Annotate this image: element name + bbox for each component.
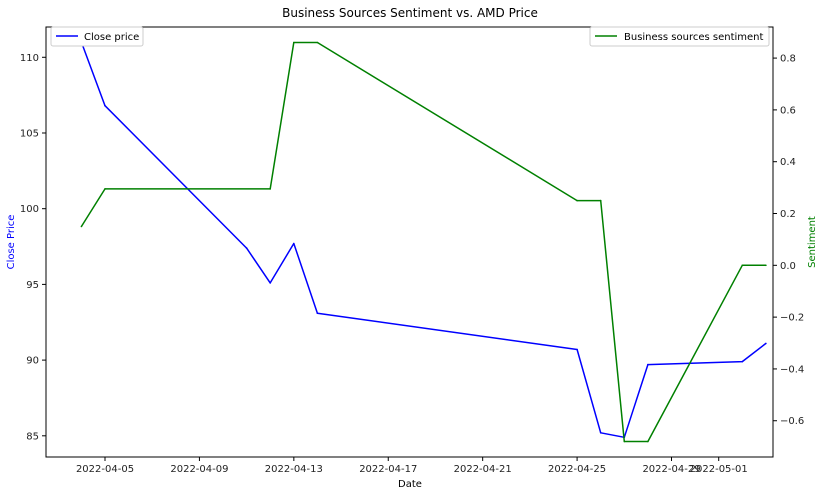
close-price-point — [245, 247, 248, 249]
sentiment-point — [765, 264, 767, 267]
x-tick-label: 2022-04-25 — [548, 464, 606, 475]
sentiment-point — [316, 41, 319, 44]
y-axis-right: −0.6 −0.4 −0.2 0.0 0.2 0.4 0.6 0.8 — [773, 54, 804, 427]
y-axis-right-title: Sentiment — [807, 216, 818, 268]
y-left-tick-label: 105 — [20, 128, 39, 139]
y-right-tick-label: 0.8 — [780, 54, 796, 65]
y-right-tick-label: −0.2 — [780, 313, 804, 324]
sentiment-point — [104, 188, 106, 190]
legend-box — [50, 26, 144, 47]
sentiment-point — [576, 199, 578, 202]
y-right-tick-label: −0.6 — [780, 416, 804, 427]
legend-box — [589, 26, 770, 47]
close-price-point — [104, 104, 106, 107]
plot-area-frame — [45, 26, 774, 458]
y-left-tick-label: 100 — [20, 204, 39, 215]
y-right-tick-label: 0.0 — [780, 261, 796, 272]
x-tick-label: 2022-04-29 — [642, 464, 700, 475]
x-axis: 2022-04-05 2022-04-09 2022-04-13 2022-04-17… — [76, 457, 748, 475]
close-price-point — [599, 432, 602, 434]
y-left-tick-label: 95 — [26, 280, 39, 291]
y-right-tick-label: 0.4 — [780, 157, 796, 168]
legend-label-close-price: Close price — [84, 32, 139, 43]
close-price-point — [765, 342, 767, 345]
y-right-tick-label: −0.4 — [780, 364, 804, 375]
close-price-point — [269, 282, 272, 284]
close-price-point — [316, 312, 319, 315]
series-layer — [80, 41, 767, 443]
close-price-point — [576, 348, 578, 351]
y-axis-left: 85 90 95 100 105 110 — [20, 53, 46, 442]
legend-label-sentiment: Business sources sentiment — [624, 32, 764, 43]
sentiment-point — [293, 41, 295, 44]
x-tick-label: 2022-04-05 — [76, 464, 134, 475]
y-right-tick-label: 0.2 — [780, 209, 796, 220]
sentiment-point — [80, 225, 83, 228]
x-tick-label: 2022-04-09 — [170, 464, 228, 475]
close-price-point — [647, 363, 649, 366]
y-right-tick-label: 0.6 — [780, 105, 796, 116]
x-tick-label: 2022-04-13 — [265, 464, 323, 475]
sentiment-point — [599, 199, 602, 202]
x-tick-label: 2022-04-17 — [359, 464, 417, 475]
close-price-point — [741, 360, 744, 363]
close-price-line — [80, 41, 767, 439]
sentiment-point — [647, 440, 649, 443]
x-tick-label: 2022-05-01 — [690, 464, 748, 475]
legend-sentiment: Business sources sentiment — [589, 26, 770, 47]
legend-close-price: Close price — [50, 26, 144, 47]
chart-title: Business Sources Sentiment vs. AMD Price — [282, 6, 538, 20]
sentiment-point — [741, 264, 744, 267]
x-axis-title: Date — [398, 479, 422, 490]
sentiment-point — [623, 440, 626, 443]
y-left-tick-label: 110 — [20, 53, 39, 64]
y-left-tick-label: 85 — [26, 431, 39, 442]
y-axis-left-title: Close Price — [6, 215, 17, 270]
y-left-tick-label: 90 — [26, 356, 39, 367]
close-price-point — [293, 242, 295, 245]
x-tick-label: 2022-04-21 — [454, 464, 512, 475]
sentiment-point — [269, 188, 272, 190]
